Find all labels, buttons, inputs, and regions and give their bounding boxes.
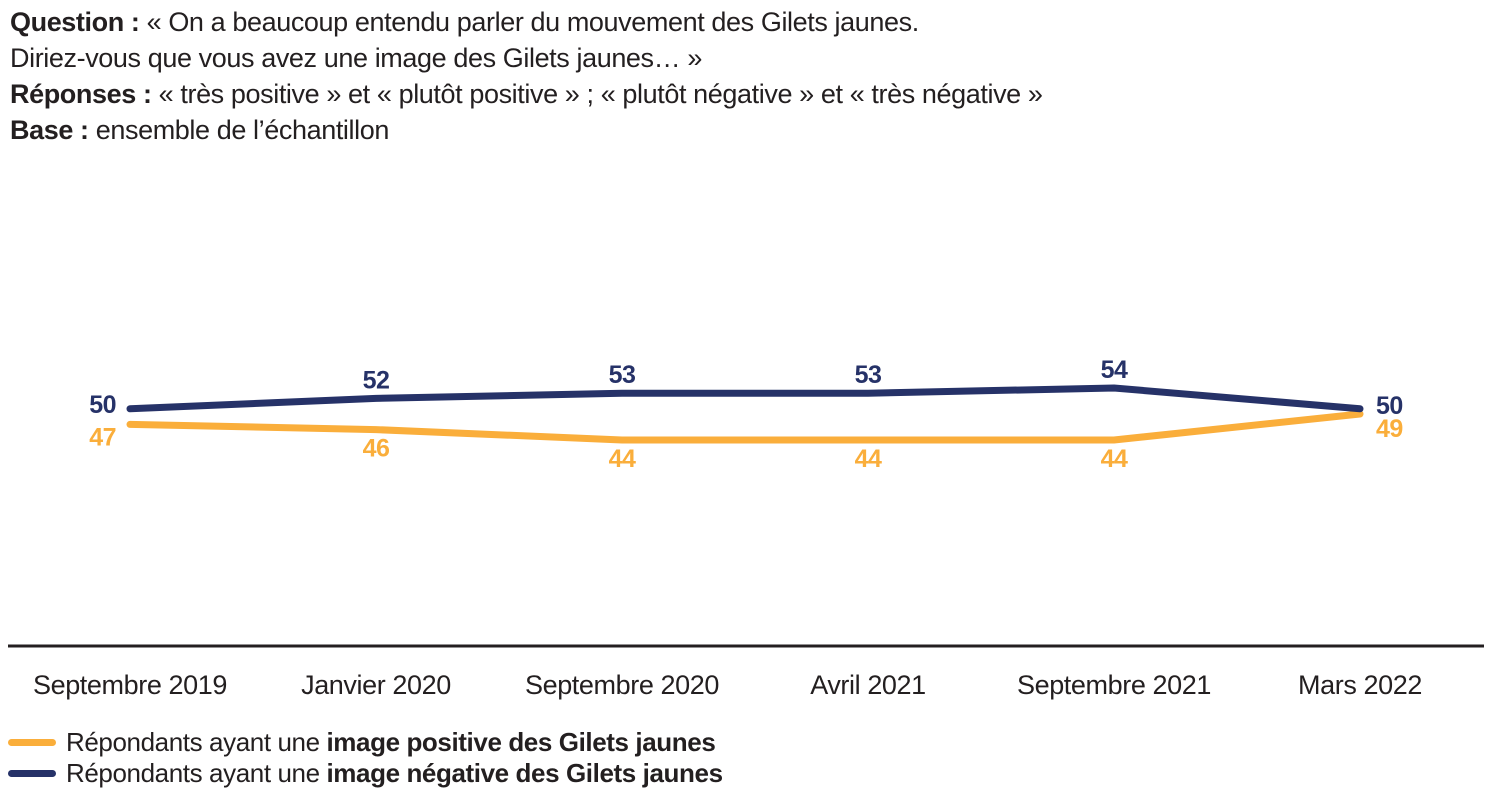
x-axis-label: Septembre 2020	[525, 670, 719, 700]
value-label: 44	[855, 445, 882, 473]
x-axis-label: Janvier 2020	[301, 670, 451, 700]
legend-bold-positive: image positive des Gilets jaunes	[326, 727, 716, 757]
legend-prefix: Répondants ayant une	[66, 758, 327, 788]
responses-line: Réponses : « très positive » et « plutôt…	[10, 76, 1490, 112]
positive-line-swatch	[8, 739, 56, 746]
x-axis-label: Mars 2022	[1298, 670, 1422, 700]
question-line-1: Question : « On a beaucoup entendu parle…	[10, 4, 1490, 40]
value-label: 44	[1101, 445, 1128, 473]
question-label: Question :	[10, 7, 140, 37]
legend-bold-negative: image négative des Gilets jaunes	[326, 758, 723, 788]
legend-item-positive: Répondants ayant une image positive des …	[8, 727, 723, 757]
legend-prefix: Répondants ayant une	[66, 727, 327, 757]
negative-line	[126, 384, 1364, 413]
value-label: 53	[609, 361, 636, 389]
responses-text: « très positive » et « plutôt positive »…	[158, 79, 1043, 109]
question-line-2: Diriez-vous que vous avez une image des …	[10, 43, 702, 73]
question-block: Question : « On a beaucoup entendu parle…	[10, 4, 1490, 148]
value-label: 53	[855, 361, 882, 389]
base-label: Base :	[10, 115, 89, 145]
positive-line	[126, 410, 1364, 444]
question-text: « On a beaucoup entendu parler du mouvem…	[146, 7, 920, 37]
value-label: 46	[363, 435, 390, 463]
x-axis-label: Septembre 2021	[1017, 670, 1211, 700]
value-label: 54	[1101, 356, 1128, 384]
x-axis-label: Avril 2021	[810, 670, 926, 700]
x-axis-label: Septembre 2019	[33, 670, 227, 700]
negative-line-swatch	[8, 770, 56, 777]
responses-label: Réponses :	[10, 79, 152, 109]
value-label: 50	[1376, 392, 1403, 420]
value-label: 44	[609, 445, 636, 473]
legend-item-negative: Répondants ayant une image négative des …	[8, 758, 723, 788]
value-label: 50	[89, 391, 116, 419]
chart-legend: Répondants ayant une image positive des …	[8, 727, 723, 788]
value-label: 47	[89, 423, 116, 451]
value-label: 49	[1376, 415, 1403, 443]
base-text: ensemble de l’échantillon	[95, 115, 390, 145]
value-label: 52	[363, 366, 390, 394]
base-line: Base : ensemble de l’échantillon	[10, 112, 1490, 148]
